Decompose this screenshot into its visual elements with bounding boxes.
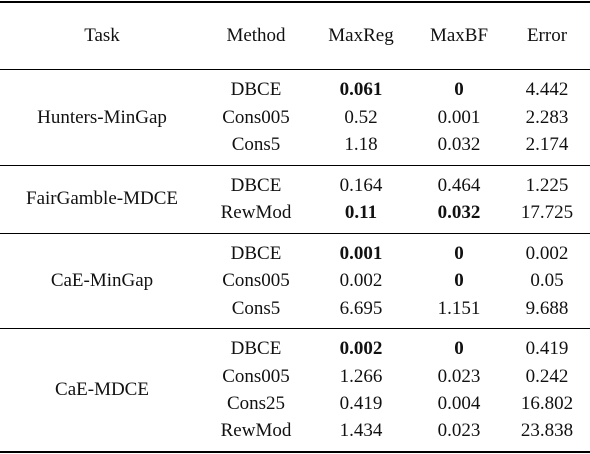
error-cell: 23.838 bbox=[520, 420, 574, 441]
error-cell: 0.002 bbox=[525, 243, 569, 264]
task-label: CaE-MDCE bbox=[55, 379, 149, 400]
error-cell: 1.225 bbox=[525, 175, 569, 196]
error-cell: 0.242 bbox=[525, 366, 569, 387]
maxreg-cell: 1.434 bbox=[339, 420, 383, 441]
group-rule-3 bbox=[0, 328, 590, 329]
error-cell: 4.442 bbox=[525, 79, 569, 100]
method-cell: DBCE bbox=[230, 243, 282, 264]
method-cell: RewMod bbox=[220, 420, 292, 441]
error-cell: 17.725 bbox=[520, 202, 574, 223]
maxbf-cell: 0.001 bbox=[437, 107, 481, 128]
maxbf-cell: 0.023 bbox=[437, 420, 481, 441]
top-rule bbox=[0, 1, 590, 3]
method-cell: Cons5 bbox=[231, 134, 281, 155]
maxreg-cell: 1.18 bbox=[344, 134, 378, 155]
maxbf-cell: 0.032 bbox=[437, 202, 481, 223]
maxreg-cell: 0.11 bbox=[344, 202, 378, 223]
maxbf-cell: 0 bbox=[454, 270, 464, 291]
method-cell: Cons005 bbox=[222, 366, 290, 387]
maxreg-cell: 0.419 bbox=[339, 393, 383, 414]
header-maxbf: MaxBF bbox=[429, 25, 489, 46]
task-label: CaE-MinGap bbox=[50, 270, 154, 291]
method-cell: RewMod bbox=[220, 202, 292, 223]
maxreg-cell: 1.266 bbox=[339, 366, 383, 387]
maxreg-cell: 0.002 bbox=[339, 338, 383, 359]
maxbf-cell: 0.464 bbox=[437, 175, 481, 196]
maxreg-cell: 0.164 bbox=[339, 175, 383, 196]
maxbf-cell: 0.032 bbox=[437, 134, 481, 155]
task-label: FairGamble-MDCE bbox=[26, 188, 178, 209]
method-cell: Cons005 bbox=[222, 107, 290, 128]
error-cell: 16.802 bbox=[520, 393, 574, 414]
bottom-rule bbox=[0, 451, 590, 453]
maxreg-cell: 0.061 bbox=[339, 79, 383, 100]
error-cell: 2.283 bbox=[525, 107, 569, 128]
error-cell: 0.05 bbox=[530, 270, 564, 291]
maxbf-cell: 0.004 bbox=[437, 393, 481, 414]
header-task: Task bbox=[84, 25, 120, 46]
method-cell: Cons25 bbox=[226, 393, 286, 414]
group-rule-2 bbox=[0, 233, 590, 234]
method-cell: Cons005 bbox=[222, 270, 290, 291]
maxreg-cell: 0.001 bbox=[339, 243, 383, 264]
maxreg-cell: 6.695 bbox=[339, 298, 383, 319]
header-maxreg: MaxReg bbox=[328, 25, 394, 46]
error-cell: 9.688 bbox=[525, 298, 569, 319]
method-cell: DBCE bbox=[230, 79, 282, 100]
method-cell: Cons5 bbox=[231, 298, 281, 319]
maxbf-cell: 0 bbox=[454, 79, 464, 100]
error-cell: 0.419 bbox=[525, 338, 569, 359]
maxreg-cell: 0.52 bbox=[344, 107, 378, 128]
task-label: Hunters-MinGap bbox=[37, 107, 167, 128]
maxbf-cell: 1.151 bbox=[437, 298, 481, 319]
method-cell: DBCE bbox=[230, 175, 282, 196]
method-cell: DBCE bbox=[230, 338, 282, 359]
group-rule-1 bbox=[0, 165, 590, 166]
header-method: Method bbox=[226, 25, 286, 46]
maxbf-cell: 0 bbox=[454, 338, 464, 359]
maxbf-cell: 0.023 bbox=[437, 366, 481, 387]
error-cell: 2.174 bbox=[525, 134, 569, 155]
maxreg-cell: 0.002 bbox=[339, 270, 383, 291]
header-rule bbox=[0, 69, 590, 70]
header-error: Error bbox=[526, 25, 568, 46]
maxbf-cell: 0 bbox=[454, 243, 464, 264]
